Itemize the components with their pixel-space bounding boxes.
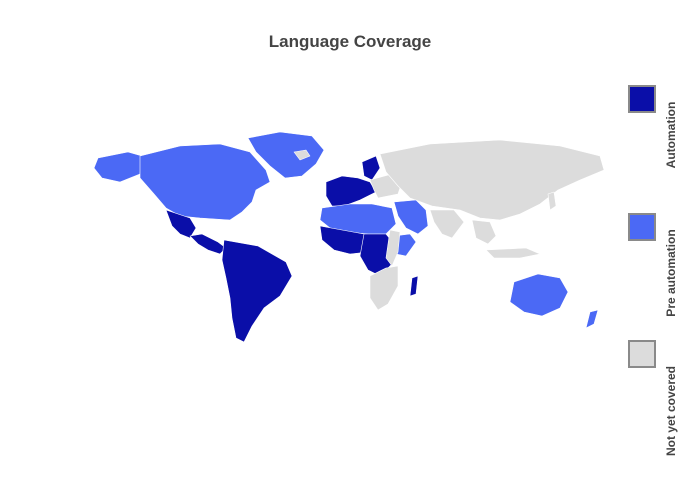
region-mexico[interactable]: [165, 209, 197, 239]
region-alaska[interactable]: [93, 151, 143, 183]
region-australia[interactable]: [509, 273, 569, 317]
region-new-zealand[interactable]: [585, 309, 599, 329]
legend-swatch-automation[interactable]: [628, 85, 656, 113]
legend-swatch-pre-automation[interactable]: [628, 213, 656, 241]
region-japan[interactable]: [547, 191, 557, 211]
region-south-america[interactable]: [221, 239, 293, 343]
region-east-africa[interactable]: [385, 229, 401, 267]
region-russia-asia[interactable]: [379, 139, 605, 221]
legend-item-automation[interactable]: Automation: [628, 60, 700, 168]
region-southern-africa[interactable]: [369, 265, 399, 311]
region-greenland[interactable]: [247, 131, 325, 179]
map-title: Language Coverage: [268, 32, 432, 51]
legend-item-pre-automation[interactable]: Pre automation: [628, 178, 700, 317]
region-madagascar[interactable]: [409, 275, 419, 297]
region-southeast-asia[interactable]: [471, 219, 497, 245]
region-indonesia[interactable]: [485, 247, 541, 259]
legend-swatch-not-yet-covered[interactable]: [628, 340, 656, 368]
legend-item-not-yet-covered[interactable]: Not yet covered: [628, 306, 700, 456]
world-map-svg: [93, 131, 605, 343]
region-middle-east[interactable]: [393, 199, 429, 235]
region-north-america[interactable]: [139, 143, 271, 221]
region-central-america[interactable]: [189, 233, 227, 255]
region-sweden-norway[interactable]: [361, 155, 381, 181]
region-iceland[interactable]: [293, 149, 311, 161]
world-map: [80, 130, 608, 360]
region-western-europe[interactable]: [325, 175, 377, 207]
region-india[interactable]: [429, 209, 465, 239]
legend-label-not-yet-covered: Not yet covered: [664, 365, 678, 457]
